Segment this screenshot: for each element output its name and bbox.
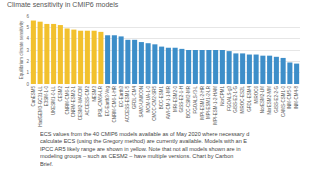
svg-text:MPI-ESM1-2-HR: MPI-ESM1-2-HR — [200, 85, 205, 120]
svg-text:2: 2 — [26, 59, 29, 64]
svg-text:ACCESS-ESM1-5: ACCESS-ESM1-5 — [125, 85, 130, 122]
svg-text:MIROC-ES2L: MIROC-ES2L — [240, 85, 245, 113]
svg-text:MCM-UA-1-0: MCM-UA-1-0 — [146, 85, 151, 112]
svg-text:MPI-ESM1-2-LR: MPI-ESM1-2-LR — [206, 85, 211, 119]
svg-text:Equilibrium climate sensitivit: Equilibrium climate sensitivity — [19, 20, 24, 79]
svg-text:NorESM2-MM: NorESM2-MM — [267, 86, 272, 115]
svg-text:E3SM-1-0: E3SM-1-0 — [44, 85, 49, 106]
svg-text:MIROC6: MIROC6 — [254, 85, 259, 103]
svg-text:FGOALS-f3-L: FGOALS-f3-L — [193, 85, 198, 113]
svg-text:EC-Earth3: EC-Earth3 — [119, 85, 124, 107]
svg-text:HadGEM3-GC31-LL: HadGEM3-GC31-LL — [38, 85, 43, 126]
svg-text:CAMS-CSM1-0: CAMS-CSM1-0 — [281, 85, 286, 117]
svg-text:SAM0-UNICON: SAM0-UNICON — [139, 86, 144, 118]
html-text:ECS values from the 40 CMIP6 m: ECS values from the 40 CMIP6 models avai… — [40, 131, 250, 137]
html-text:IPCC AR5 likely range are show: IPCC AR5 likely range are shown in yello… — [40, 145, 241, 152]
html-text:calculate ECS (using the Grego: calculate ECS (using the Gregory method)… — [40, 138, 248, 145]
svg-text:4: 4 — [26, 36, 29, 41]
svg-text:CESM2-WACCM: CESM2-WACCM — [78, 86, 83, 121]
svg-text:ACCESS-CM2: ACCESS-CM2 — [85, 85, 90, 115]
svg-text:MPI-ESM-1-2-HAM: MPI-ESM-1-2-HAM — [213, 86, 218, 125]
svg-text:CNRM-CM6-1: CNRM-CM6-1 — [65, 85, 70, 114]
svg-text:GISS-E2-1-G: GISS-E2-1-G — [233, 85, 238, 112]
svg-text:CanESM5: CanESM5 — [31, 85, 36, 106]
svg-text:INM-CM5-0: INM-CM5-0 — [287, 85, 292, 109]
html-text:Brief.: Brief. — [40, 160, 54, 167]
svg-text:CNRM-CM6-1-HR: CNRM-CM6-1-HR — [112, 85, 117, 122]
svg-text:BCC-ESM1: BCC-ESM1 — [159, 85, 164, 109]
svg-text:3: 3 — [26, 48, 29, 53]
svg-text:Climate sensitivity in CMIP6 m: Climate sensitivity in CMIP6 models — [7, 1, 119, 9]
svg-text:CMCC-CM2-SR5: CMCC-CM2-SR5 — [152, 85, 157, 120]
html-text:modeling groups – such as CESM: modeling groups – such as CESM2 – have m… — [40, 153, 234, 160]
svg-text:FGOALS-g3: FGOALS-g3 — [227, 85, 232, 110]
svg-text:NorCPM1: NorCPM1 — [220, 85, 225, 105]
svg-text:GFDL-CM4: GFDL-CM4 — [132, 85, 137, 108]
svg-text:NESM3: NESM3 — [92, 85, 97, 101]
svg-text:GFDL-ESM4: GFDL-ESM4 — [247, 85, 252, 111]
svg-text:UKESM1-0-LL: UKESM1-0-LL — [51, 85, 56, 115]
svg-text:0: 0 — [26, 82, 29, 87]
svg-text:AWI-CM-1-1-MR: AWI-CM-1-1-MR — [166, 85, 171, 119]
svg-text:BCC-CSM2-MR: BCC-CSM2-MR — [186, 85, 191, 118]
svg-text:5: 5 — [26, 25, 29, 30]
svg-text:CNRM-ESM2-1: CNRM-ESM2-1 — [71, 85, 76, 117]
svg-text:6: 6 — [26, 14, 29, 19]
svg-text:INM-CM4-8: INM-CM4-8 — [294, 85, 299, 109]
svg-text:GISS-E2-2-G: GISS-E2-2-G — [274, 85, 279, 112]
svg-text:1: 1 — [26, 70, 29, 75]
svg-text:NorESM2-LM: NorESM2-LM — [260, 86, 265, 114]
svg-text:GISS-E2-1-H: GISS-E2-1-H — [179, 86, 184, 113]
svg-text:MRI-ESM2-0: MRI-ESM2-0 — [173, 85, 178, 111]
svg-text:EC-Earth3-Veg: EC-Earth3-Veg — [105, 85, 110, 116]
svg-text:IPSL-CM6A-LR: IPSL-CM6A-LR — [98, 85, 103, 117]
svg-text:CESM2: CESM2 — [58, 85, 63, 101]
